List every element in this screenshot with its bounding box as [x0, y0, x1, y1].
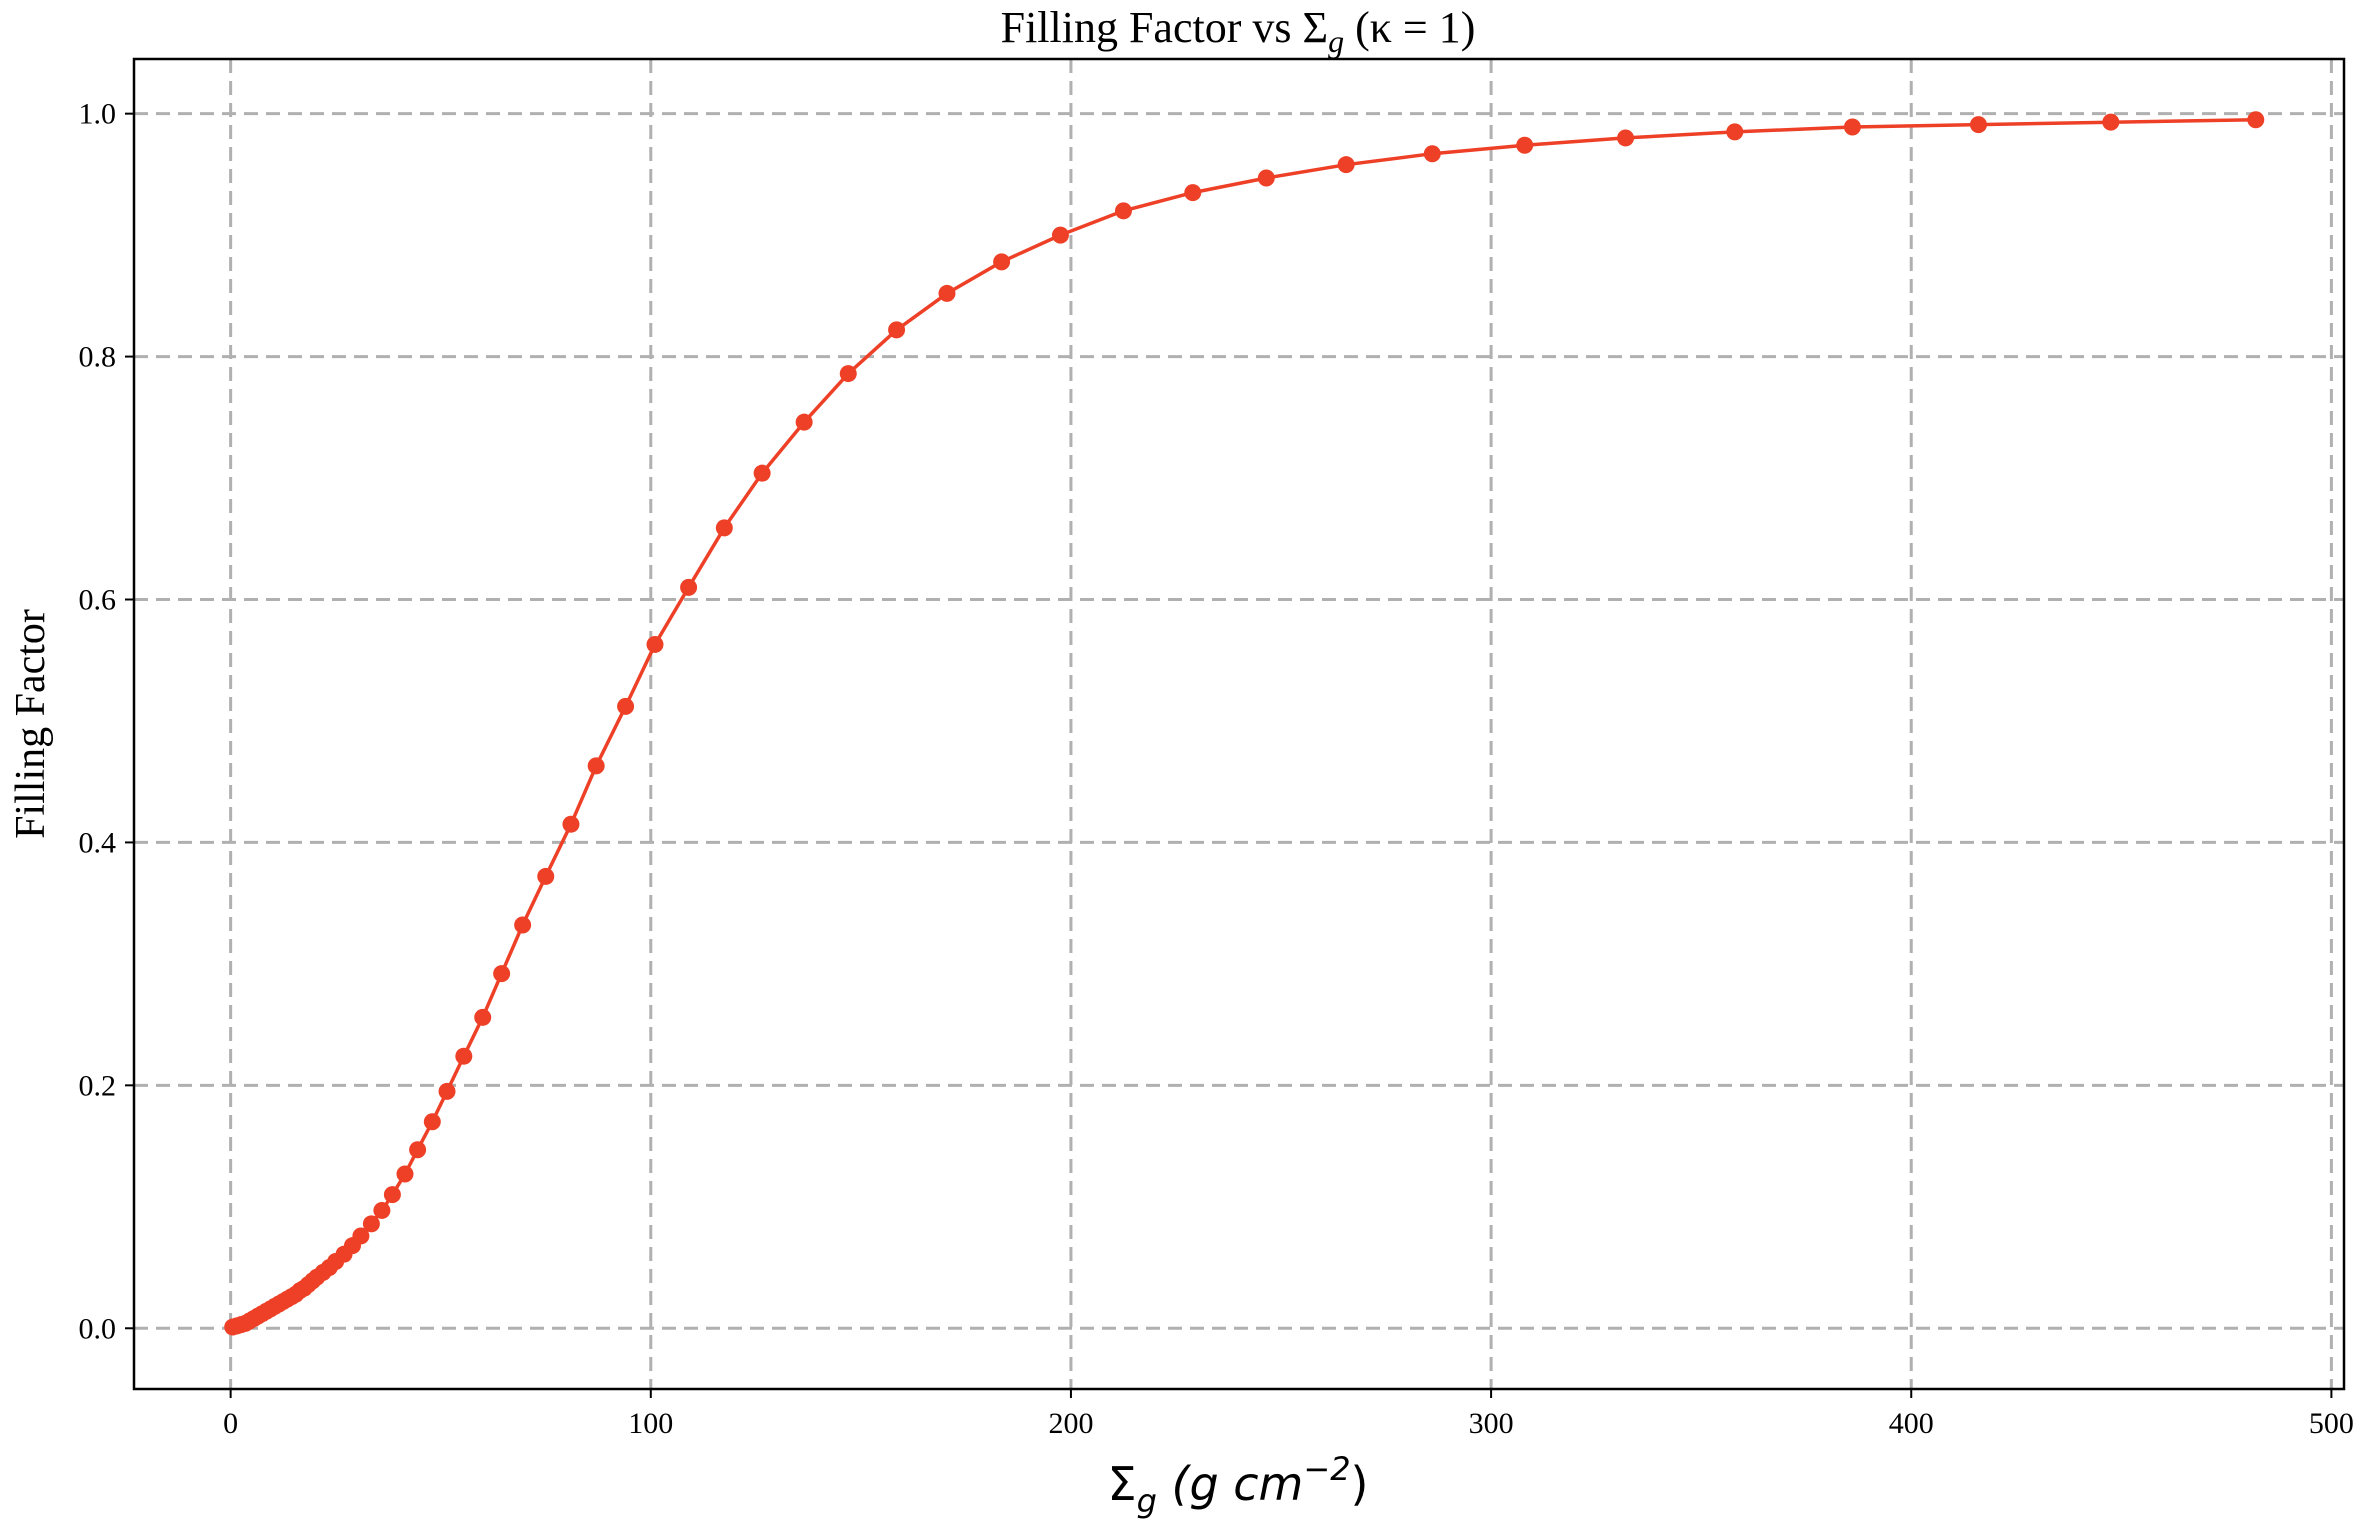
data-point	[1843, 118, 1861, 136]
x-tick-label: 300	[1469, 1407, 1514, 1440]
data-point	[409, 1141, 427, 1159]
x-tick-label: 0	[223, 1407, 238, 1440]
data-point	[423, 1113, 441, 1131]
data-point	[938, 284, 956, 302]
y-tick-label: 1.0	[79, 98, 117, 131]
data-point	[2102, 113, 2120, 131]
y-tick-label: 0.6	[79, 584, 117, 617]
data-point	[537, 867, 555, 885]
axis-ticks: 0 100 200 300 400 500 0.0 0.2 0.4 0.6 0.8 1.0	[79, 98, 2354, 1440]
plot-frame	[132, 57, 2346, 1391]
chart-title: Filling Factor vs Σg (κ = 1)	[1001, 3, 1476, 59]
x-axis-label: Σg (g cm−2)	[1107, 1450, 1368, 1520]
x-tick-label: 200	[1048, 1407, 1093, 1440]
data-point	[1184, 184, 1202, 202]
data-point	[839, 365, 857, 383]
data-point	[1337, 156, 1355, 174]
data-point	[362, 1215, 380, 1233]
y-axis-label: Filling Factor	[8, 609, 54, 839]
grid-lines	[134, 59, 2344, 1389]
data-point	[646, 635, 664, 653]
data-point	[993, 253, 1011, 271]
data-point	[680, 578, 698, 596]
x-tick-label: 500	[2309, 1407, 2354, 1440]
data-point	[1051, 226, 1069, 244]
data-point	[587, 757, 605, 775]
data-point	[396, 1165, 414, 1183]
data-point	[438, 1082, 456, 1100]
data-point	[753, 464, 771, 482]
data-point	[373, 1201, 391, 1219]
data-point	[1423, 145, 1441, 163]
data-point	[493, 965, 511, 983]
data-point	[1516, 136, 1534, 154]
data-point	[352, 1227, 370, 1245]
data-point	[795, 413, 813, 431]
y-tick-label: 0.2	[79, 1069, 117, 1102]
data-point	[474, 1008, 492, 1026]
data-point	[514, 916, 532, 934]
data-point	[888, 321, 906, 339]
x-tick-label: 400	[1889, 1407, 1934, 1440]
data-point	[562, 815, 580, 833]
data-point	[455, 1047, 473, 1065]
data-point	[383, 1186, 401, 1204]
data-point	[1969, 116, 1987, 134]
data-point	[1114, 202, 1132, 220]
series-line	[232, 117, 2256, 1329]
data-point	[617, 697, 635, 715]
data-point	[1726, 123, 1744, 141]
data-point	[1257, 169, 1275, 187]
y-tick-label: 0.4	[79, 826, 117, 859]
data-point	[2247, 111, 2265, 129]
y-tick-label: 0.0	[79, 1312, 117, 1345]
y-tick-label: 0.8	[79, 341, 117, 374]
data-series	[224, 111, 2265, 1336]
data-point	[1617, 129, 1635, 147]
data-point	[715, 519, 733, 537]
x-tick-label: 100	[628, 1407, 673, 1440]
